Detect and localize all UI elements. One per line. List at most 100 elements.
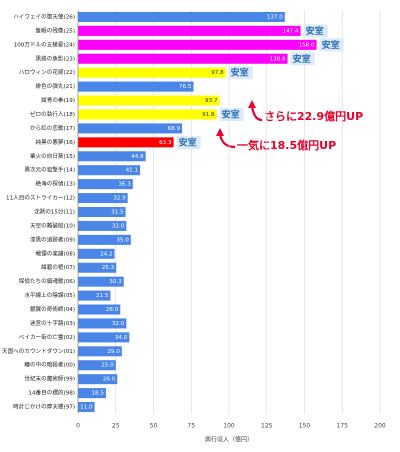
bar <box>78 332 130 343</box>
value-label: 35.0 <box>116 237 129 243</box>
bar <box>78 374 118 385</box>
badge-bg <box>176 135 201 149</box>
bar <box>78 290 111 301</box>
bar <box>78 276 124 287</box>
badge: 安室 <box>179 136 197 148</box>
y-tick-label: 100万ドルの五稜星(24) <box>14 41 75 48</box>
bar <box>78 81 194 92</box>
bar <box>78 25 301 36</box>
x-tick-label: 25 <box>112 423 120 430</box>
badge-bg <box>219 107 244 121</box>
bar <box>78 234 131 245</box>
y-tick-label: 11人目のストライカー(12) <box>6 195 75 202</box>
badge: 安室 <box>231 67 249 79</box>
value-label: 76.5 <box>179 84 192 90</box>
x-tick-label: 175 <box>337 423 349 430</box>
badge-bg <box>319 38 344 52</box>
value-label: 24.2 <box>100 251 112 257</box>
y-tick-label: 迷宮の十字路(03) <box>30 319 75 327</box>
y-tick-label: 沈黙の15分(11) <box>34 208 75 216</box>
value-label: 21.5 <box>96 293 109 299</box>
bar <box>78 53 288 64</box>
y-tick-label: 絶海の探偵(13) <box>36 180 75 188</box>
y-tick-label: ゼロの執行人(18) <box>30 110 75 118</box>
value-label: 25.0 <box>101 363 114 369</box>
y-tick-label: 漆黒の追跡者(09) <box>30 235 75 243</box>
bar <box>78 151 146 162</box>
value-label: 137.0 <box>267 14 283 20</box>
x-tick-label: 125 <box>261 423 273 430</box>
badge: 安室 <box>293 53 311 65</box>
y-tick-label: 業火の向日葵(15) <box>30 152 75 160</box>
bar <box>78 67 226 78</box>
y-tick-label: 世紀末の魔術師(99) <box>24 375 75 383</box>
bar <box>78 95 220 106</box>
bar <box>78 248 115 259</box>
bar <box>78 179 133 190</box>
value-label: 63.3 <box>159 140 172 146</box>
bar <box>78 206 126 218</box>
y-tick-label: 銀翼の奇術師(04) <box>30 305 75 313</box>
y-tick-label: ハイウェイの堕天使(26) <box>13 12 75 20</box>
y-tick-label: 異次元の狙撃手(14) <box>24 166 75 174</box>
value-label: 68.9 <box>168 126 181 132</box>
y-tick-label: 瞳の中の暗殺者(00) <box>24 361 75 369</box>
y-tick-label: 天国へのカウントダウン(01) <box>2 347 75 355</box>
value-label: 32.0 <box>112 321 125 327</box>
x-tick-label: 150 <box>299 423 311 430</box>
y-tick-label: 緋色の弾丸(21) <box>36 82 75 90</box>
bar <box>78 402 95 413</box>
badge-bg <box>290 52 315 66</box>
y-tick-label: ベイカー街の亡霊(02) <box>19 333 75 341</box>
y-tick-label: 紺碧の棺(07) <box>41 263 75 271</box>
value-label: 28.0 <box>106 307 119 313</box>
bar <box>78 39 317 50</box>
arrow-head <box>248 100 256 108</box>
value-label: 32.9 <box>113 196 126 202</box>
value-label: 18.5 <box>91 391 104 397</box>
y-tick-label: 紺青の拳(19) <box>41 96 75 104</box>
y-tick-label: 14番目の標的(98) <box>28 389 75 397</box>
value-label: 158.0 <box>299 42 315 48</box>
annotation: 一気に18.5億円UP <box>237 138 336 152</box>
annotation: さらに22.9億円UP <box>264 109 363 123</box>
bar <box>78 360 116 371</box>
value-label: 29.0 <box>107 349 120 355</box>
value-label: 147.4 <box>283 28 299 34</box>
badge: 安室 <box>306 25 324 37</box>
value-label: 91.8 <box>202 112 215 118</box>
badge-bg <box>228 66 253 80</box>
y-tick-label: 純黒の悪夢(16) <box>36 138 75 146</box>
x-tick-label: 75 <box>187 423 195 430</box>
bar <box>78 165 141 176</box>
bar <box>78 109 217 120</box>
value-label: 11.0 <box>80 405 93 411</box>
y-tick-label: 時計じかけの摩天楼(97) <box>13 403 75 411</box>
bar <box>78 304 121 315</box>
x-tick-label: 100 <box>223 423 235 430</box>
y-tick-label: 探偵たちの鎮魂歌(06) <box>19 277 75 285</box>
bar <box>78 262 117 273</box>
value-label: 26.0 <box>103 377 116 383</box>
x-tick-label: 200 <box>374 423 386 430</box>
bar <box>78 137 174 148</box>
badge: 安室 <box>222 108 240 120</box>
badge: 安室 <box>322 39 340 51</box>
y-tick-label: 水平線上の陰謀(05) <box>24 291 75 299</box>
x-tick-label: 0 <box>76 423 80 430</box>
bar <box>78 318 127 329</box>
value-label: 30.3 <box>109 279 122 285</box>
bar <box>78 388 106 399</box>
value-label: 32.0 <box>112 223 125 229</box>
y-tick-label: 隻眼の残像(25) <box>36 26 75 34</box>
arrow-head <box>216 128 224 136</box>
bar <box>78 220 127 231</box>
value-label: 93.7 <box>205 98 218 104</box>
value-label: 44.8 <box>131 154 144 160</box>
arrow <box>218 133 236 149</box>
value-label: 36.3 <box>118 182 131 188</box>
x-axis-label: 興行収入（億円） <box>205 436 253 444</box>
value-label: 31.5 <box>111 210 124 216</box>
x-tick-label: 50 <box>150 423 158 430</box>
